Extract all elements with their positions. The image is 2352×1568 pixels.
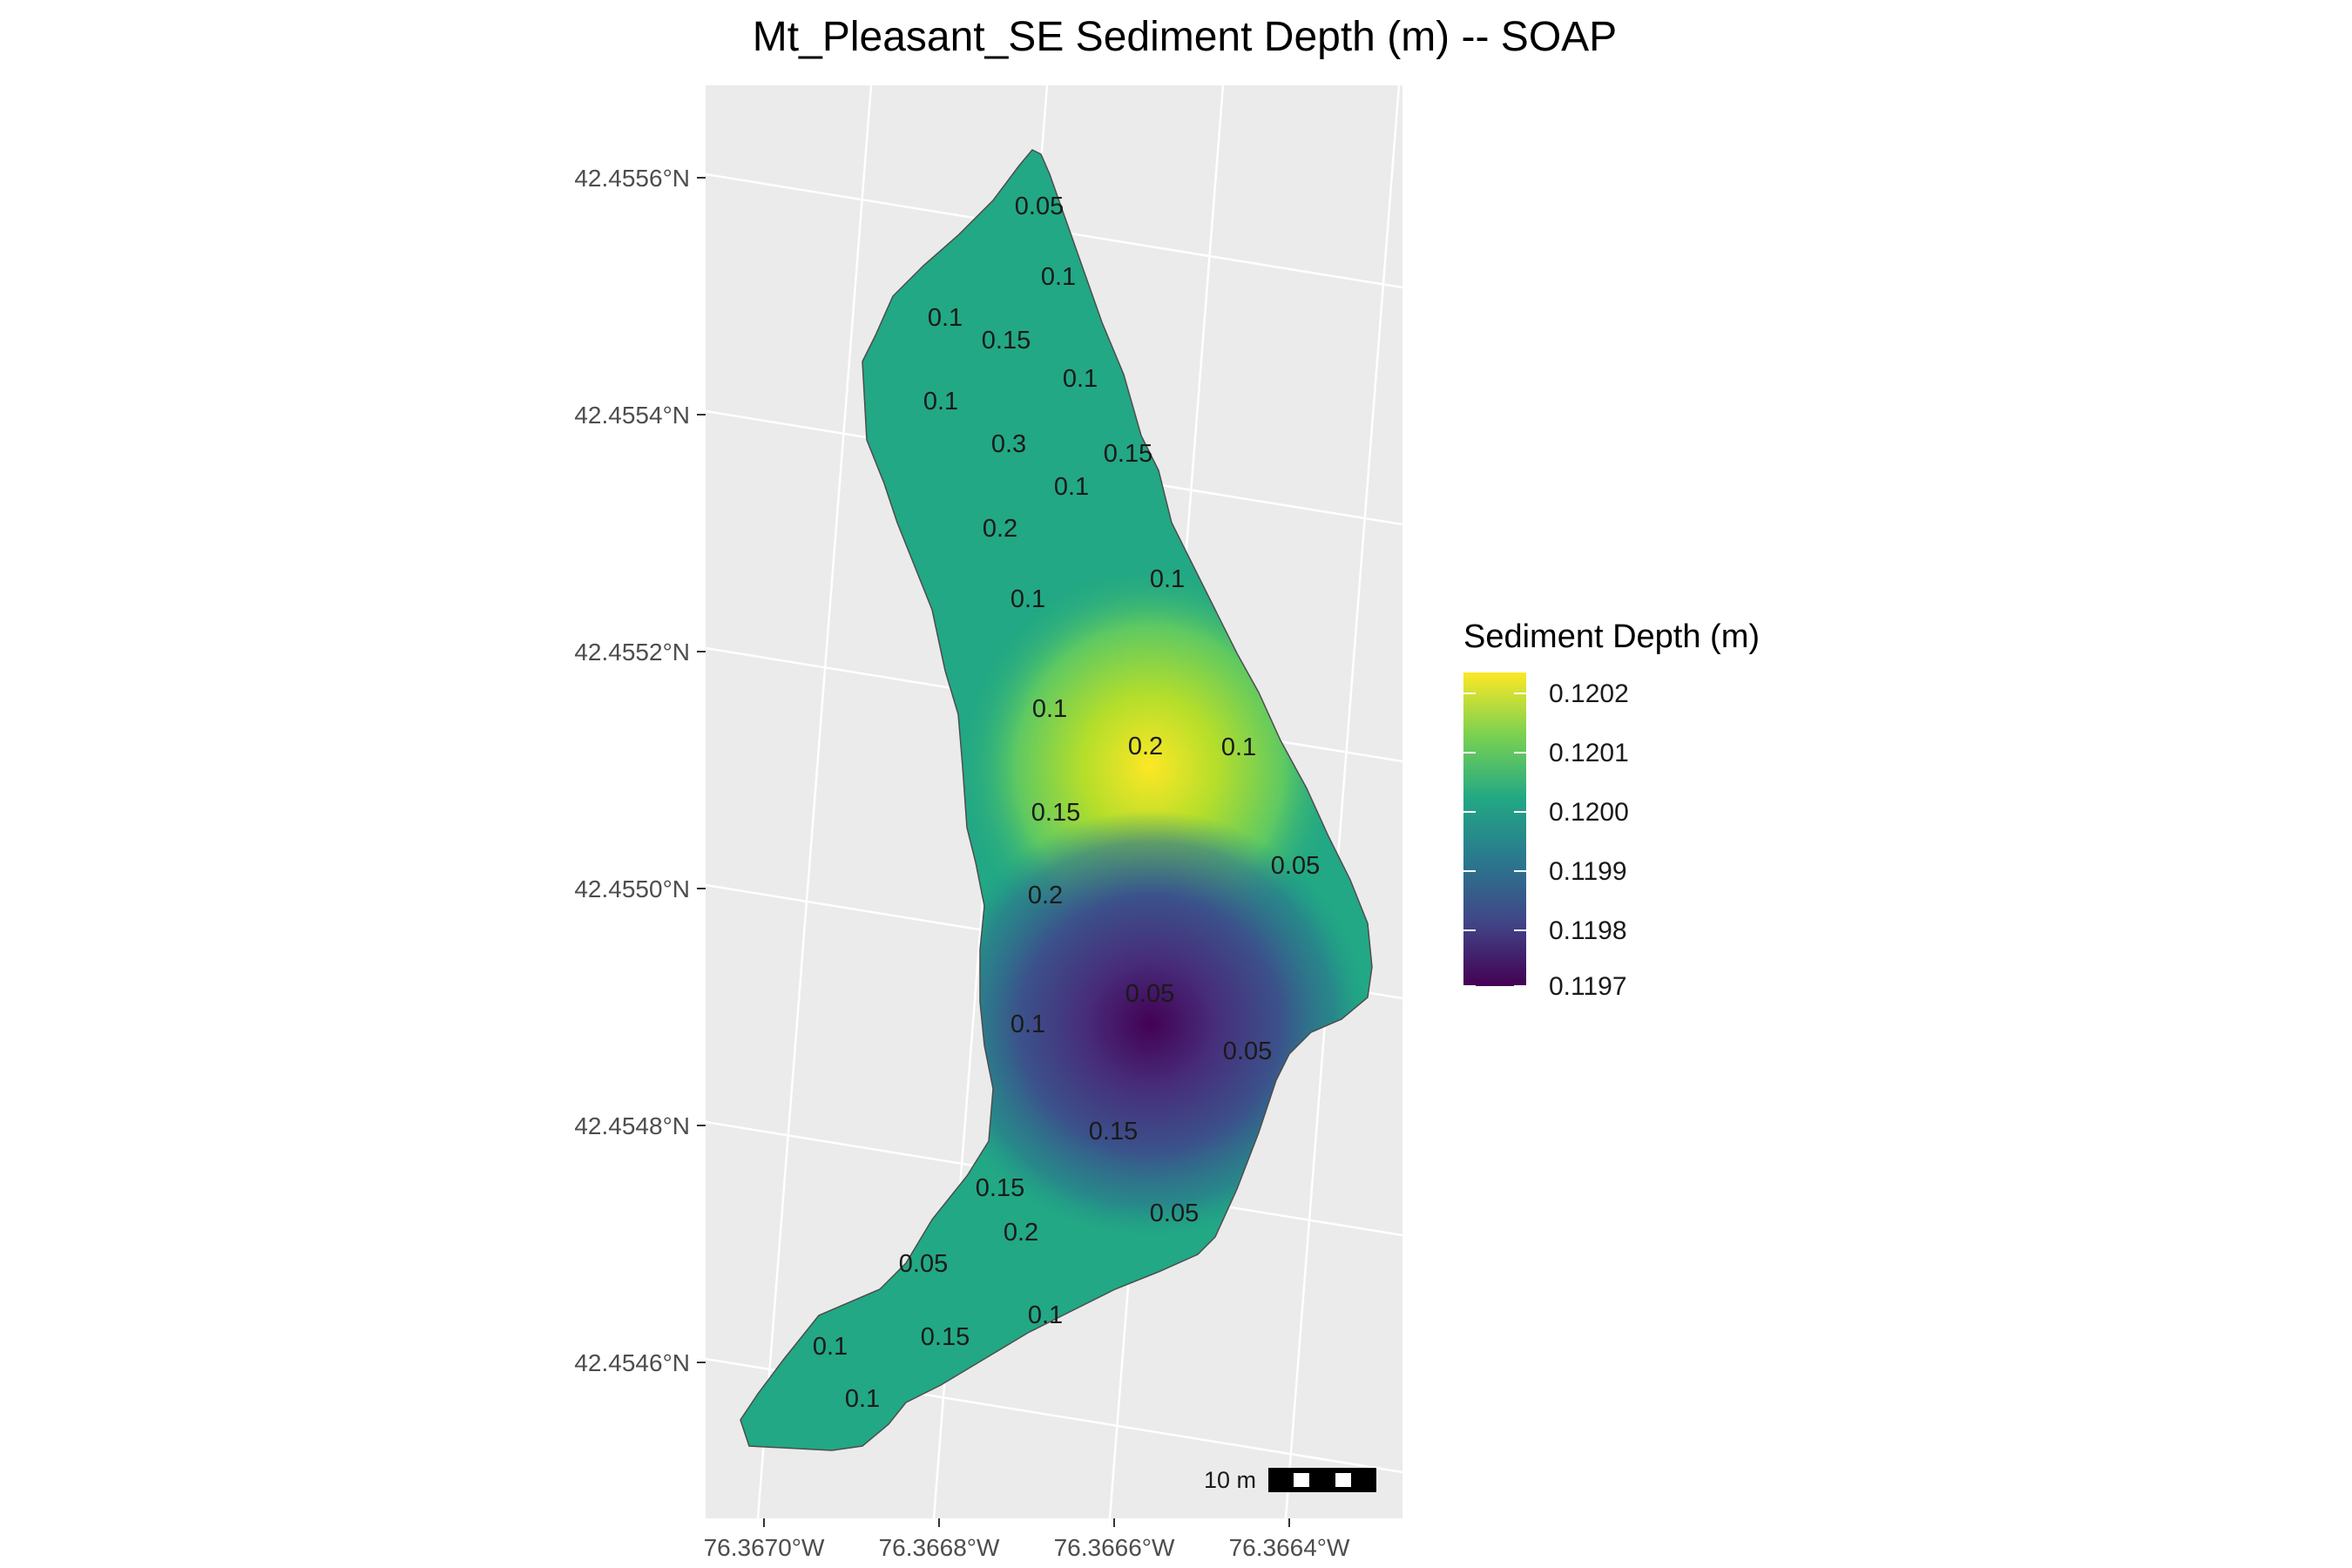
legend-label: 0.1197 <box>1549 972 1627 1001</box>
raster-low-zone <box>932 810 1368 1237</box>
x-tick-label: 76.3664°W <box>1229 1534 1350 1561</box>
legend-colorbar <box>1463 672 1526 986</box>
contour-label: 0.05 <box>1015 193 1064 220</box>
y-tick-label: 42.4546°N <box>574 1349 690 1376</box>
x-tick-label: 76.3666°W <box>1054 1534 1175 1561</box>
contour-label: 0.05 <box>899 1250 948 1278</box>
contour-label: 0.1 <box>1028 1301 1063 1329</box>
scale-bar-label: 10 m <box>1204 1467 1256 1493</box>
scale-bar-segment <box>1294 1473 1309 1487</box>
contour-label: 0.1 <box>928 304 963 332</box>
contour-label: 0.15 <box>1089 1118 1138 1146</box>
contour-label: 0.2 <box>1128 733 1163 760</box>
x-tick-label: 76.3670°W <box>704 1534 825 1561</box>
scale-bar-segment <box>1335 1473 1351 1487</box>
grid-lon-4 <box>1284 85 1401 1518</box>
contour-label: 0.1 <box>1063 365 1098 393</box>
contour-label: 0.15 <box>1104 440 1152 468</box>
legend-title: Sediment Depth (m) <box>1463 618 1760 655</box>
y-axis: 42.4556°N 42.4554°N 42.4552°N 42.4550°N … <box>574 165 706 1376</box>
contour-label: 0.15 <box>1031 799 1080 827</box>
contour-label: 0.15 <box>976 1174 1024 1202</box>
contour-label: 0.05 <box>1125 980 1174 1008</box>
grid-lon-1 <box>756 85 873 1518</box>
legend: Sediment Depth (m) 0.1202 0.1201 0.1200 … <box>1463 618 1760 1001</box>
contour-label: 0.1 <box>1010 1010 1045 1038</box>
contour-label: 0.1 <box>1054 473 1089 501</box>
contour-label: 0.1 <box>845 1385 880 1413</box>
contour-label: 0.1 <box>1032 695 1067 723</box>
scale-bar-frame <box>1268 1468 1376 1492</box>
contour-label: 0.1 <box>1010 585 1045 613</box>
y-tick-label: 42.4556°N <box>574 165 690 192</box>
x-tick-label: 76.3668°W <box>879 1534 1000 1561</box>
scale-bar: 10 m <box>1204 1467 1376 1493</box>
chart-title: Mt_Pleasant_SE Sediment Depth (m) -- SOA… <box>753 14 1617 60</box>
contour-label: 0.3 <box>991 430 1026 458</box>
legend-label: 0.1198 <box>1549 916 1627 945</box>
legend-label: 0.1201 <box>1549 739 1629 767</box>
contour-label: 0.1 <box>1041 263 1076 291</box>
contour-label: 0.15 <box>982 327 1031 355</box>
contour-label: 0.1 <box>1221 733 1256 761</box>
contour-label: 0.2 <box>983 515 1017 543</box>
contour-label: 0.1 <box>923 388 958 416</box>
contour-label: 0.1 <box>1150 565 1185 593</box>
legend-label: 0.1199 <box>1549 857 1627 886</box>
lake-outline <box>740 149 1373 1451</box>
contour-label: 0.1 <box>813 1333 848 1361</box>
contour-labels: 0.05 0.1 0.1 0.15 0.1 0.1 0.3 0.15 0.1 0… <box>813 193 1320 1413</box>
x-axis: 76.3670°W 76.3668°W 76.3666°W 76.3664°W <box>704 1518 1350 1561</box>
y-tick-label: 42.4552°N <box>574 639 690 666</box>
y-tick-label: 42.4550°N <box>574 875 690 902</box>
contour-label: 0.15 <box>921 1323 970 1351</box>
contour-label: 0.05 <box>1150 1200 1199 1227</box>
y-tick-label: 42.4548°N <box>574 1112 690 1139</box>
legend-label: 0.1200 <box>1549 798 1629 827</box>
contour-label: 0.2 <box>1004 1219 1038 1247</box>
contour-label: 0.05 <box>1223 1037 1272 1065</box>
legend-label: 0.1202 <box>1549 679 1629 708</box>
contour-label: 0.05 <box>1271 852 1320 880</box>
contour-label: 0.2 <box>1028 882 1063 909</box>
y-tick-label: 42.4554°N <box>574 402 690 429</box>
